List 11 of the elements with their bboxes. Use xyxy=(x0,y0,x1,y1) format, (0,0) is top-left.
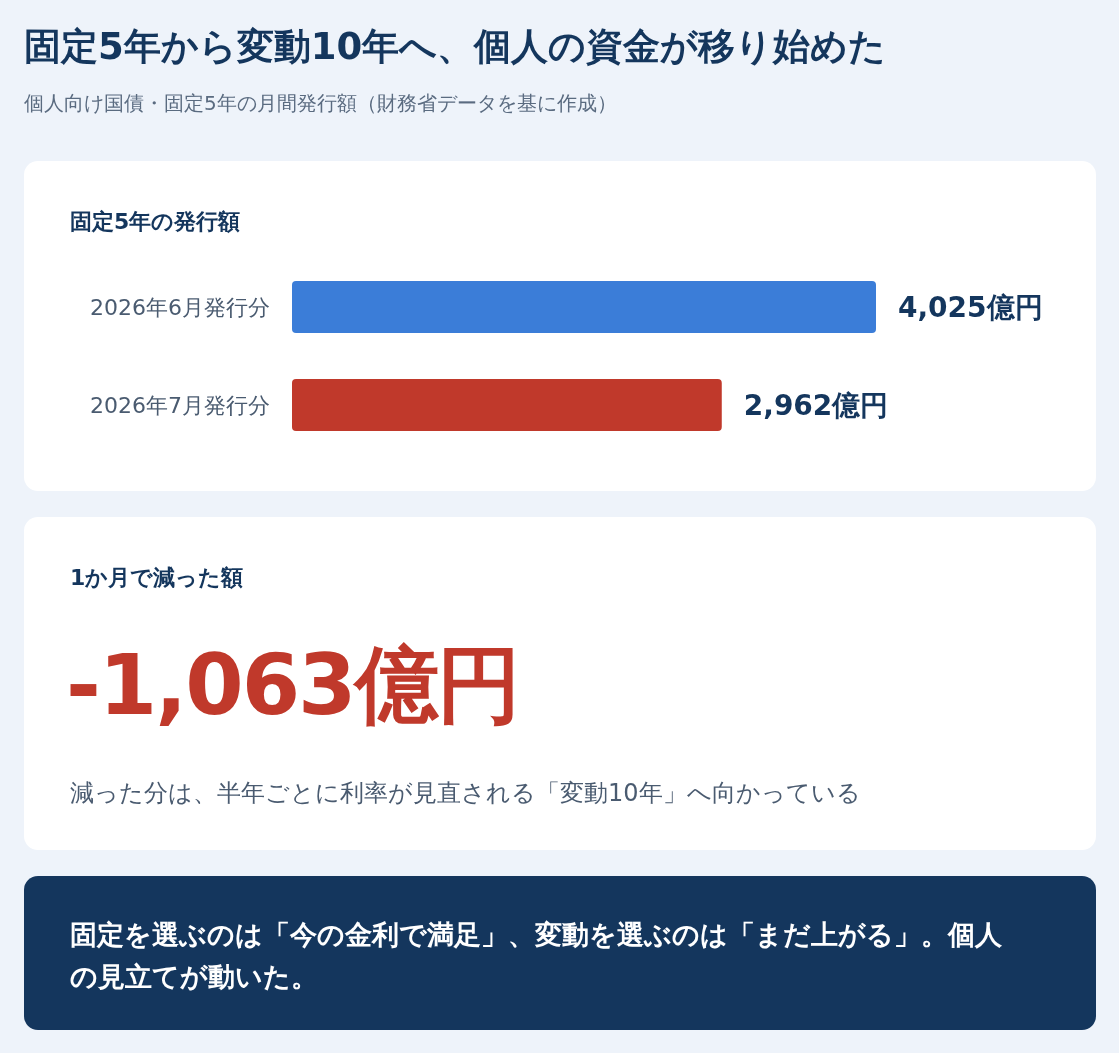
text: 固定を選ぶのは「今の金利で満足」、変動を選ぶのは「まだ上がる」。個人の見立てが動いた。 xyxy=(70,918,1003,994)
text: -1,063億円 xyxy=(66,635,519,736)
text: 固定5年から変動10年へ、個人の資金が移り始めた xyxy=(24,24,887,70)
chart-title: 固定5年の発行額 xyxy=(70,208,241,236)
y-tick-label: 2026年6月発行分 xyxy=(90,295,270,320)
y-tick-label: 2026年7月発行分 xyxy=(90,393,270,418)
data-label: 4,025億円 xyxy=(898,291,1043,324)
data-label: 2,962億円 xyxy=(743,389,889,422)
text: 1か月で減った額 xyxy=(70,564,244,592)
text: 減った分は、半年ごとに利率が見直される「変動10年」へ向かっている xyxy=(70,778,861,809)
text: 個人向け国債・固定5年の月間発行額（財務省データを基に作成） xyxy=(24,90,617,117)
